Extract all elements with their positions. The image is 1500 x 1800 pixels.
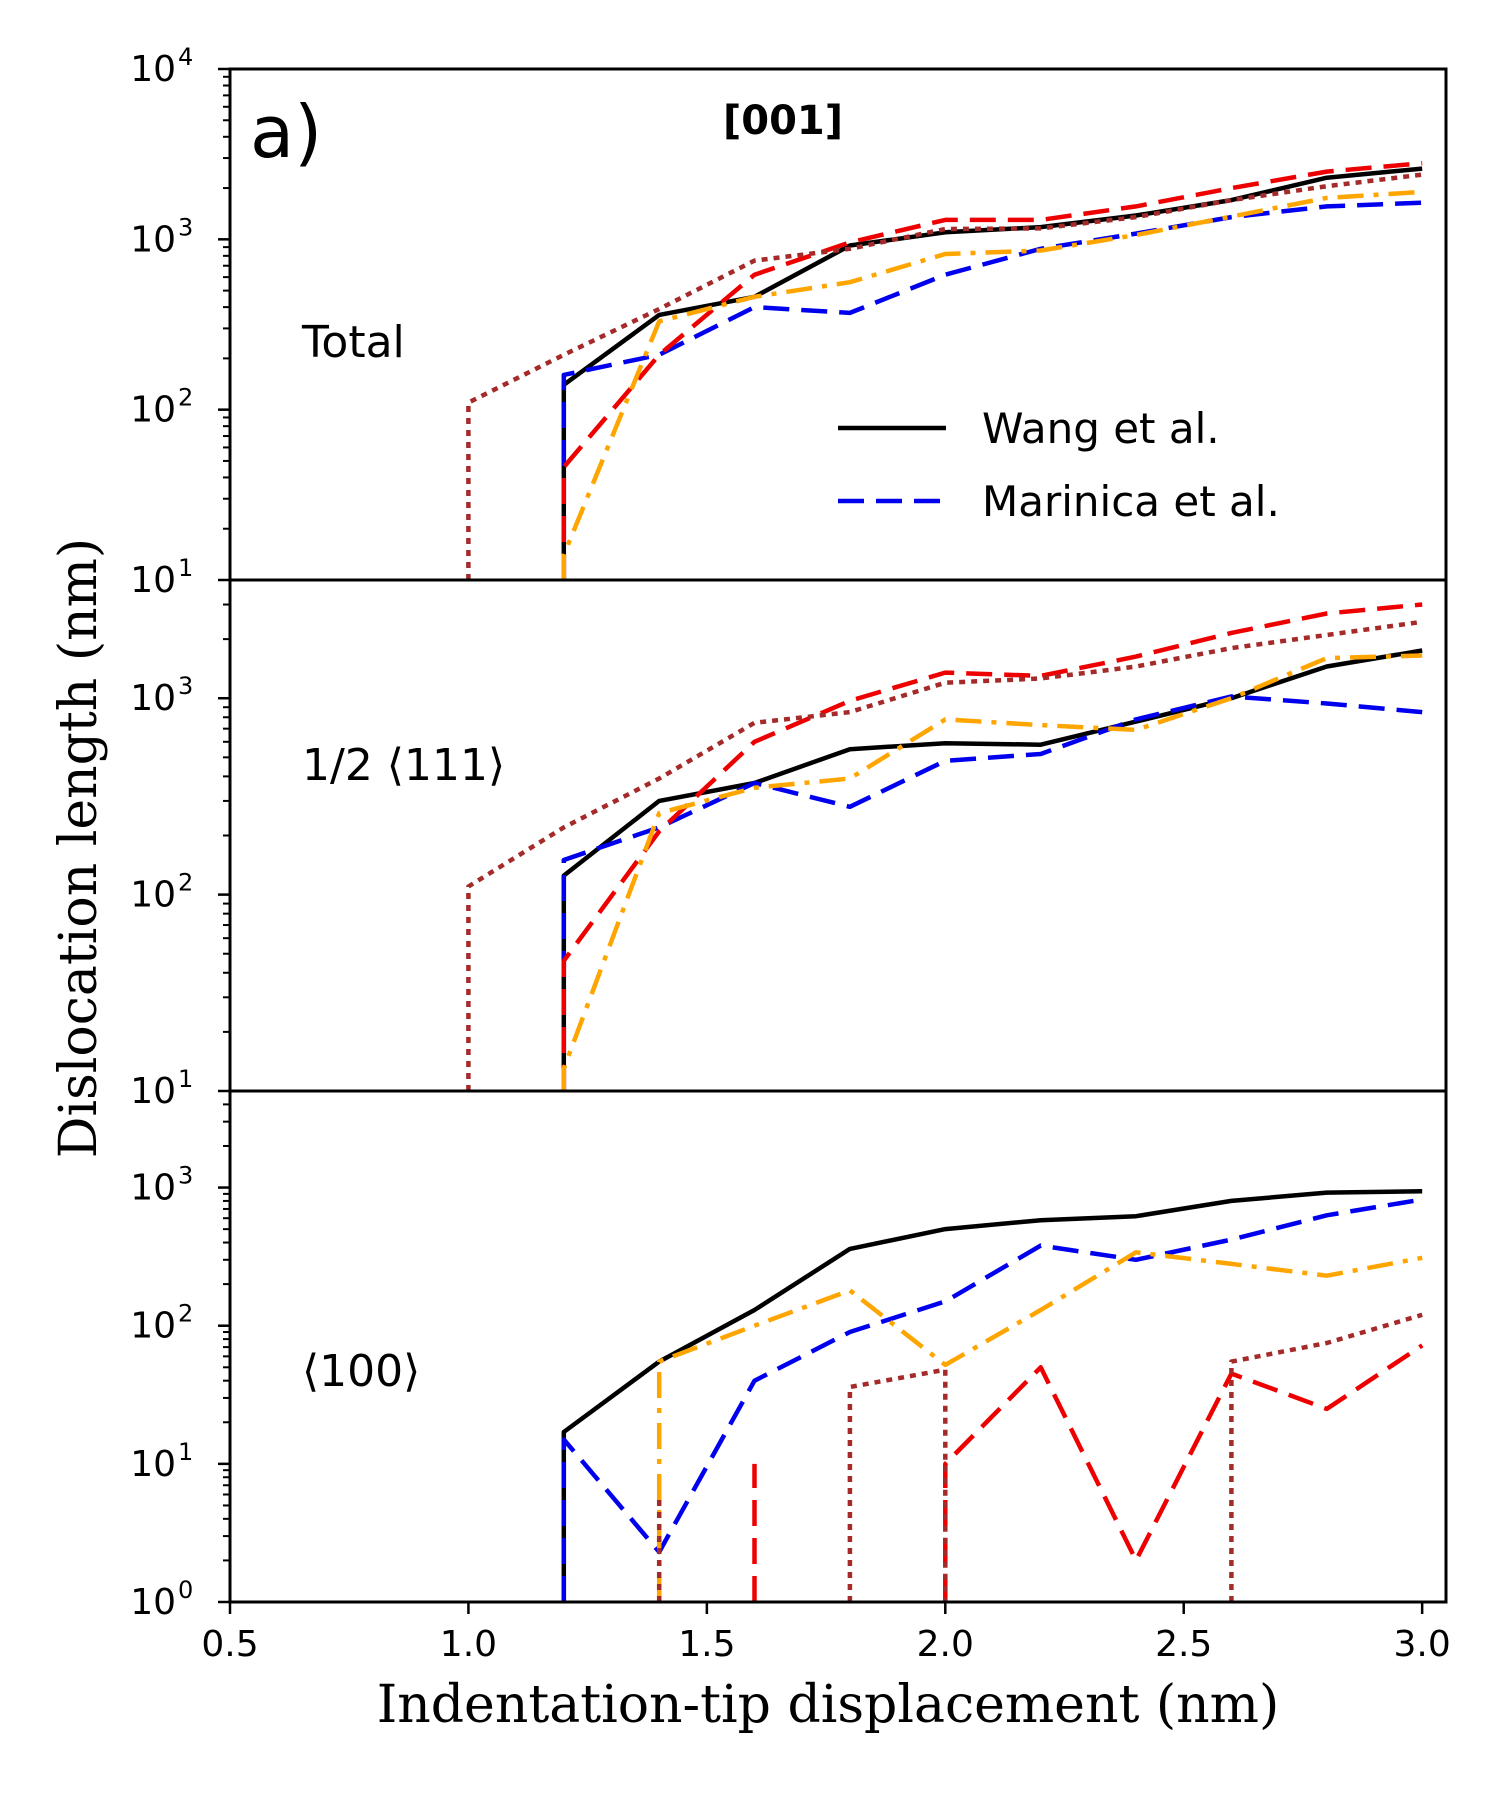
- panel-0-y-tick-exp-0: 1: [178, 554, 193, 582]
- figure-title: [001]: [723, 98, 843, 144]
- panel-0-series: [466, 160, 1423, 580]
- panel-2-y-tick-label-3: 10: [130, 1168, 176, 1209]
- panel-1-series: [466, 602, 1423, 1091]
- series-brown-panel-2-seg-1: [847, 1367, 948, 1602]
- legend-label-wang: Wang et al.: [982, 404, 1220, 453]
- panel-2-y-tick-exp-0: 0: [178, 1576, 193, 1604]
- panel-1-y-tick-label-1: 10: [130, 875, 176, 916]
- panel-2-y-tick-exp-2: 2: [178, 1300, 193, 1328]
- panel-1-frame: [228, 578, 1448, 1093]
- series-wang-panel-2: [561, 1189, 1423, 1602]
- panel-0-y-tick-exp-2: 3: [178, 213, 193, 241]
- panel-2-label: ⟨100⟩: [302, 1346, 420, 1397]
- panel-1-y-tick-label-0: 10: [130, 1071, 176, 1112]
- x-tick-label-2: 1.5: [678, 1624, 735, 1665]
- legend-label-marinica: Marinica et al.: [982, 477, 1280, 526]
- x-axis-title: Indentation-tip displacement (nm): [377, 1675, 1280, 1735]
- panel-1-y-tick-exp-0: 1: [178, 1065, 193, 1093]
- panel-0-y-tick-label-0: 10: [130, 560, 176, 601]
- panel-0-y-tick-exp-1: 2: [178, 384, 193, 412]
- x-tick-label-0: 0.5: [201, 1624, 258, 1665]
- series-red-panel-0: [561, 160, 1423, 580]
- series-marinica-panel-1: [561, 694, 1423, 1091]
- panel-0-y-tick-label-1: 10: [130, 390, 176, 431]
- panel-2-y-tick-label-0: 10: [130, 1582, 176, 1623]
- series-orange-panel-0: [561, 189, 1423, 580]
- series-wang-panel-1: [561, 648, 1423, 1091]
- series-orange-panel-1: [561, 653, 1423, 1091]
- series-brown-panel-0: [466, 172, 1423, 580]
- panel-2-y-tick-exp-3: 3: [178, 1162, 193, 1190]
- panel-1-y-tick-exp-2: 3: [178, 672, 193, 700]
- x-tick-label-3: 2.0: [917, 1624, 974, 1665]
- panel-1-y-tick-exp-1: 2: [178, 869, 193, 897]
- series-orange-panel-2: [656, 1250, 1423, 1602]
- panel-2-y-tick-label-1: 10: [130, 1444, 176, 1485]
- panel-2-series: [561, 1189, 1424, 1602]
- series-wang-panel-0: [561, 166, 1423, 580]
- legend: Wang et al. Marinica et al.: [838, 404, 1280, 526]
- panel-0-y-tick-exp-3: 4: [178, 43, 193, 71]
- series-brown-panel-2-seg-2: [1229, 1312, 1423, 1602]
- series-red-panel-2-seg-1: [943, 1343, 1424, 1602]
- panel-0-y-tick-label-3: 10: [130, 49, 176, 90]
- panel-0-label: Total: [301, 317, 405, 368]
- figure-label: a): [250, 90, 322, 174]
- series-red-panel-1: [561, 602, 1423, 1091]
- series-brown-panel-1: [466, 619, 1423, 1091]
- panel-0-y-tick-label-2: 10: [130, 219, 176, 260]
- series-marinica-panel-2: [561, 1197, 1423, 1602]
- panel-2-y-tick-exp-1: 1: [178, 1438, 193, 1466]
- x-tick-label-4: 2.5: [1155, 1624, 1212, 1665]
- panel-1-y-tick-label-2: 10: [130, 678, 176, 719]
- series-marinica-panel-0: [561, 200, 1423, 580]
- x-tick-label-1: 1.0: [440, 1624, 497, 1665]
- panel-1-label: 1/2 ⟨111⟩: [302, 740, 505, 791]
- plot-layer: [466, 160, 1424, 1602]
- x-tick-label-5: 3.0: [1394, 1624, 1451, 1665]
- panel-2-y-tick-label-2: 10: [130, 1306, 176, 1347]
- y-axis-title: Dislocation length (nm): [49, 538, 109, 1158]
